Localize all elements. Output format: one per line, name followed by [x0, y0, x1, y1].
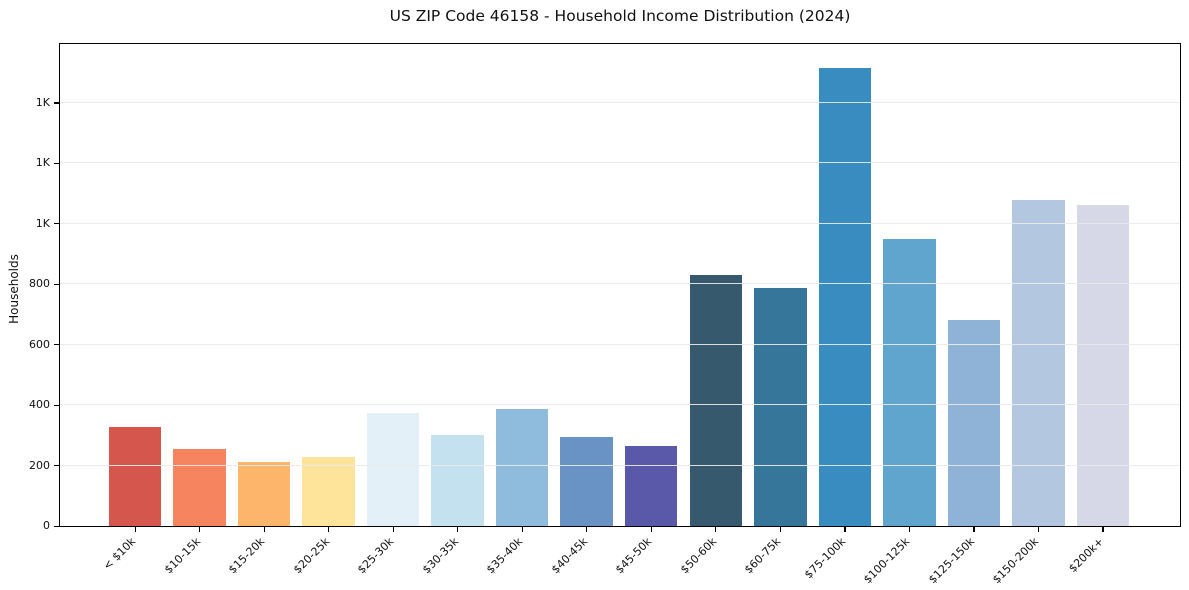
bar: [624, 445, 678, 526]
bar: [818, 67, 872, 526]
x-tick-mark: [457, 527, 459, 532]
plot-area: [59, 43, 1181, 527]
y-tick-label: 1K: [35, 216, 50, 230]
gridline: [60, 101, 1180, 103]
x-tick-mark: [973, 527, 975, 532]
x-tick-mark: [715, 527, 717, 532]
y-tick-label: 0: [43, 519, 50, 532]
x-tick-mark: [908, 527, 911, 532]
gridline: [60, 283, 1180, 285]
y-tick-mark: [54, 283, 59, 285]
x-tick-label: < $10k: [100, 535, 139, 573]
bar: [754, 288, 807, 526]
gridline: [60, 222, 1180, 224]
gridline: [60, 343, 1180, 345]
x-tick-mark: [844, 527, 846, 532]
bar: [947, 319, 1001, 526]
y-tick-mark: [54, 525, 59, 527]
y-tick-mark: [54, 344, 59, 346]
bar: [495, 409, 549, 526]
y-tick-label: 1K: [35, 156, 50, 170]
bar: [431, 435, 484, 526]
bar: [173, 449, 226, 526]
bar: [108, 427, 162, 526]
y-tick-mark: [54, 223, 59, 225]
bar: [883, 238, 936, 526]
gridline: [60, 464, 1180, 466]
bar: [1076, 204, 1130, 526]
x-tick-mark: [263, 527, 265, 532]
x-tick-mark: [134, 527, 136, 532]
y-tick-mark: [54, 465, 59, 467]
x-tick-mark: [392, 527, 394, 532]
y-tick-mark: [54, 162, 59, 165]
bar: [366, 412, 420, 526]
x-tick-mark: [1102, 527, 1104, 532]
y-tick-label: 600: [29, 337, 50, 351]
bar: [560, 437, 613, 526]
y-tick-mark: [54, 404, 59, 406]
x-tick-mark: [328, 527, 330, 532]
chart-title: US ZIP Code 46158 - Household Income Dis…: [389, 7, 851, 25]
y-tick-label: 800: [29, 277, 50, 291]
x-tick-mark: [199, 527, 201, 532]
bar: [689, 275, 743, 526]
bar: [237, 462, 291, 526]
y-tick-mark: [54, 102, 59, 104]
bar: [302, 457, 355, 526]
y-tick-label: 1K: [35, 95, 50, 109]
x-tick-mark: [650, 527, 652, 532]
bar: [1012, 200, 1065, 526]
x-tick-mark: [586, 527, 588, 532]
y-tick-label: 200: [29, 458, 50, 472]
x-tick-mark: [779, 527, 781, 532]
gridline: [60, 404, 1180, 406]
y-tick-label: 400: [29, 398, 50, 412]
gridline: [60, 162, 1180, 164]
x-tick-mark: [1037, 527, 1040, 532]
x-tick-mark: [521, 527, 523, 532]
